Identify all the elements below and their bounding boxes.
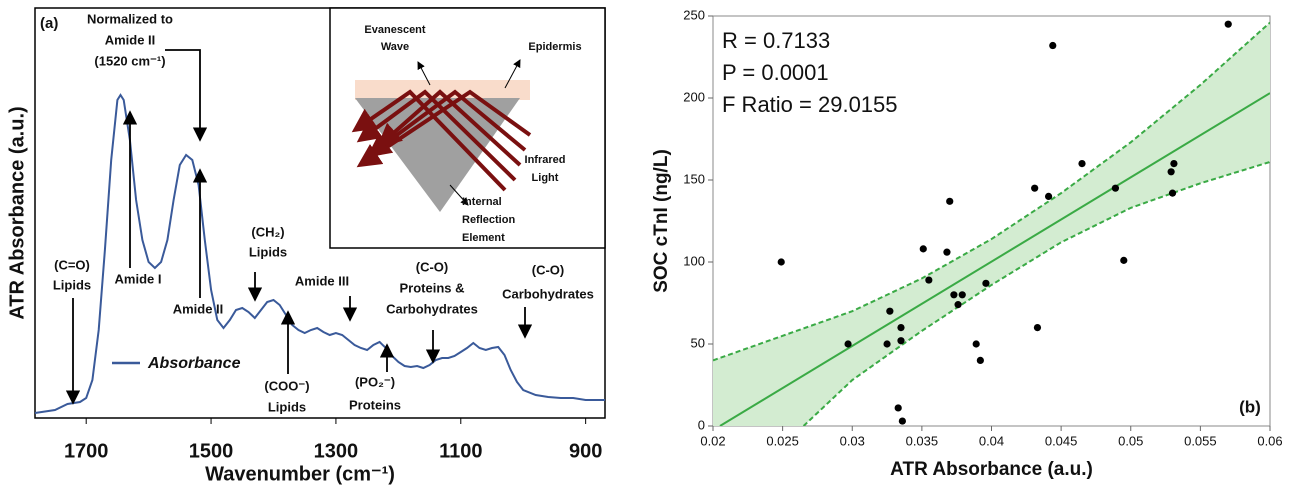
- x-axis-label: ATR Absorbance (a.u.): [890, 459, 1093, 480]
- x-tick-label: 0.025: [766, 433, 799, 448]
- annotation: (1520 cm⁻¹): [94, 53, 165, 68]
- annotation: Amide I: [115, 271, 162, 286]
- confidence-line: [713, 21, 1270, 362]
- annotation: Lipids: [249, 244, 287, 259]
- inset-arrow: [504, 59, 521, 89]
- x-tick-label: 0.055: [1184, 433, 1217, 448]
- fit-line: [719, 92, 1270, 426]
- annotation: Carbohydrates: [502, 286, 594, 301]
- data-point: [883, 340, 891, 348]
- data-point: [1224, 20, 1232, 28]
- infrared-beams: [351, 89, 532, 192]
- x-tick-label: 0.04: [979, 433, 1004, 448]
- data-point: [897, 337, 905, 345]
- inset-label: Light: [532, 172, 559, 184]
- inset-arrow: [449, 184, 469, 206]
- data-point: [919, 245, 927, 253]
- data-point: [1120, 256, 1128, 264]
- data-point: [894, 404, 902, 412]
- annotation: (C-O): [532, 262, 565, 277]
- x-tick-label: 0.06: [1257, 433, 1282, 448]
- data-point: [898, 417, 906, 425]
- data-point: [1033, 324, 1042, 332]
- annotation: Proteins: [349, 397, 401, 412]
- data-point: [950, 291, 958, 299]
- y-tick-label: 0: [698, 417, 705, 432]
- data-point: [777, 258, 785, 266]
- y-axis-label: SOC cTnI (ng/L): [651, 149, 672, 293]
- y-tick-label: 100: [683, 253, 705, 268]
- plot-area: [713, 21, 1270, 426]
- data-point: [1111, 184, 1120, 192]
- y-axis-label: ATR Absorbance (a.u.): [6, 106, 28, 319]
- data-point: [943, 248, 951, 256]
- x-tick-label: 1300: [314, 440, 359, 462]
- annotation: (C=O): [54, 257, 90, 272]
- spectrum-line: [34, 93, 605, 414]
- data-point: [1031, 184, 1039, 192]
- data-point: [954, 301, 962, 309]
- x-tick-label: 900: [569, 440, 602, 462]
- x-tick-label: 0.05: [1118, 433, 1143, 448]
- inset-arrow: [417, 61, 431, 86]
- data-point: [844, 340, 852, 348]
- inset-label: Epidermis: [528, 41, 581, 53]
- annotation: Amide III: [295, 273, 349, 288]
- data-point: [1078, 160, 1086, 168]
- annotation: (PO₂⁻): [355, 374, 395, 389]
- x-tick-label: 0.045: [1045, 433, 1078, 448]
- stat-text: F Ratio = 29.0155: [722, 92, 898, 117]
- annotation: Carbohydrates: [386, 301, 478, 316]
- x-tick-label: 0.035: [906, 433, 939, 448]
- data-point: [982, 279, 990, 287]
- panel-label: (a): [40, 15, 58, 32]
- annotation: (CH₂): [251, 224, 284, 239]
- annotation: Lipids: [53, 277, 91, 292]
- annotation: Proteins &: [399, 280, 464, 295]
- confidence-band: [713, 22, 1270, 426]
- confidence-line: [802, 161, 1270, 426]
- annotation: Lipids: [268, 399, 306, 414]
- annotation: (COO⁻): [264, 378, 309, 393]
- data-point: [1168, 189, 1177, 197]
- y-tick-label: 200: [683, 89, 705, 104]
- data-point: [976, 356, 984, 364]
- annotation-arrow: [165, 49, 208, 142]
- inset-label: Wave: [381, 41, 409, 53]
- epidermis: [355, 80, 530, 100]
- data-point: [925, 276, 933, 284]
- data-point: [886, 307, 894, 315]
- inset-label: Element: [462, 232, 505, 244]
- data-point: [972, 340, 980, 348]
- x-tick-label: 1100: [439, 440, 482, 462]
- x-tick-label: 1500: [189, 440, 234, 462]
- data-point: [1170, 160, 1178, 168]
- annotation: Normalized to: [87, 11, 173, 26]
- data-point: [1049, 41, 1057, 50]
- x-tick-label: 0.02: [700, 433, 725, 448]
- data-point: [897, 324, 905, 332]
- data-point: [958, 291, 966, 299]
- y-tick-label: 150: [683, 171, 705, 186]
- annotation: Amide II: [105, 32, 156, 47]
- inset-label: Reflection: [462, 214, 515, 226]
- y-tick-label: 50: [691, 335, 705, 350]
- legend-label: Absorbance: [147, 355, 241, 372]
- inset-label: Evanescent: [364, 24, 425, 36]
- x-axis-label: Wavenumber (cm⁻¹): [205, 463, 395, 485]
- y-tick-label: 250: [683, 7, 705, 22]
- x-tick-label: 1700: [64, 440, 109, 462]
- data-point: [946, 197, 954, 205]
- inset-label: Infrared: [525, 154, 566, 166]
- annotation: Amide II: [173, 301, 224, 316]
- stat-text: R = 0.7133: [722, 28, 830, 53]
- annotation: (C-O): [416, 259, 449, 274]
- panel-label: (b): [1239, 397, 1261, 416]
- inset-label: Internal: [462, 196, 502, 208]
- data-point: [1044, 192, 1053, 200]
- data-point: [1167, 168, 1175, 176]
- x-tick-label: 0.03: [840, 433, 865, 448]
- stat-text: P = 0.0001: [722, 60, 829, 85]
